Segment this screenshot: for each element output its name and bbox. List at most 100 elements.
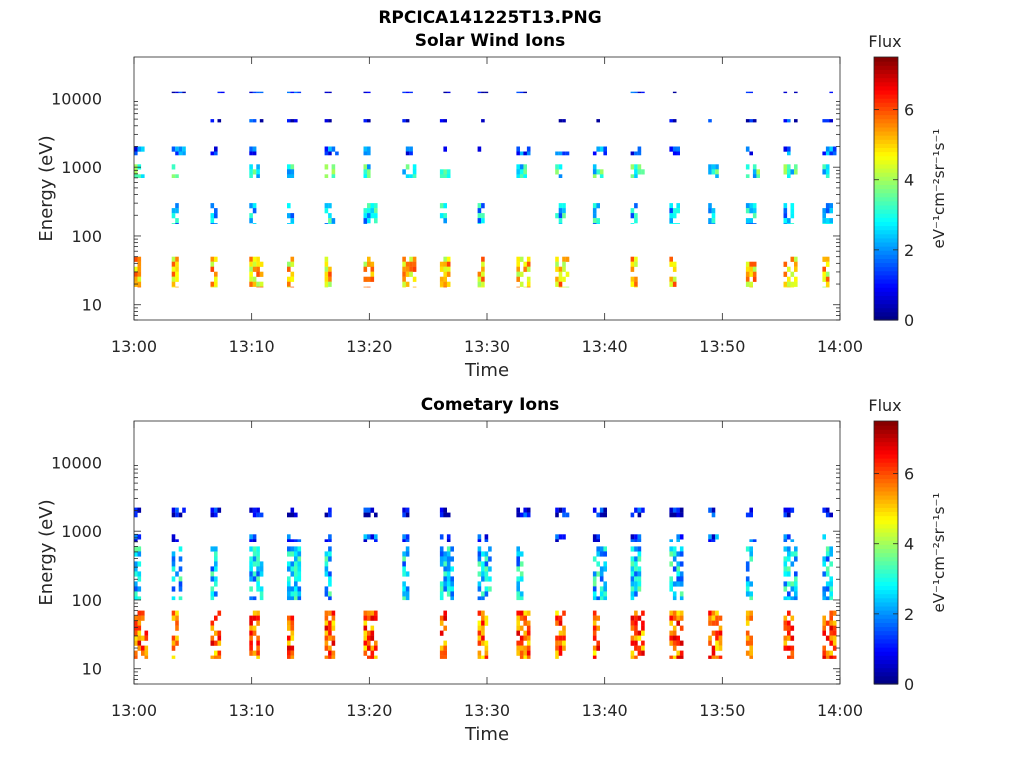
ci-flux-cell (519, 610, 524, 616)
ci-flux-cell (749, 556, 753, 562)
ci-flux-cell (592, 586, 597, 592)
ci-flux-cell (259, 561, 264, 567)
sw-flux-cell (787, 151, 791, 156)
sw-flux-cell (596, 119, 600, 123)
sw-colorbar-segment (874, 180, 898, 185)
sw-flux-cell (637, 91, 642, 94)
ci-flux-cell (446, 581, 451, 587)
ci-flux-cell (596, 539, 600, 542)
ci-flux-cell (526, 645, 531, 651)
ci-flux-cell (641, 650, 645, 656)
ci-flux-cell (637, 512, 642, 518)
sw-flux-cell (790, 223, 795, 224)
sw-flux-cell (477, 276, 482, 282)
ci-flux-cell (829, 596, 833, 601)
ci-flux-cell (749, 581, 753, 587)
sw-flux-cell (443, 91, 447, 94)
sw-flux-cell (711, 164, 716, 170)
ci-flux-cell (439, 586, 444, 592)
ci-flux-cell (477, 620, 482, 626)
ci-flux-cell (450, 586, 454, 592)
ci-flux-cell (178, 546, 183, 552)
ci-flux-cell (523, 620, 527, 626)
ci-colorbar-segment (874, 597, 898, 603)
ci-flux-cell (603, 586, 607, 592)
ci-flux-cell (477, 586, 482, 592)
ci-flux-cell (294, 551, 298, 557)
ci-flux-cell (324, 610, 329, 616)
ci-flux-cell (637, 635, 642, 641)
sw-flux-cell (175, 151, 179, 156)
ci-flux-cell (718, 645, 723, 651)
ci-flux-cell (443, 610, 447, 616)
ci-flux-cell (287, 591, 291, 597)
ci-colorbar-segment (874, 659, 898, 665)
sw-flux-cell (630, 213, 635, 219)
ci-flux-cell (252, 576, 257, 582)
sw-flux-cell (481, 256, 485, 262)
ci-flux-cell (134, 620, 138, 626)
ci-flux-cell (672, 581, 677, 587)
sw-flux-cell (669, 146, 673, 152)
ci-flux-cell (641, 620, 645, 626)
sw-flux-cell (790, 203, 795, 209)
sw-flux-cell (562, 213, 566, 219)
ci-flux-cell (443, 576, 447, 582)
sw-flux-cell (565, 151, 570, 156)
sw-flux-cell (630, 164, 635, 170)
sw-flux-cell (676, 146, 680, 152)
sw-flux-cell (756, 174, 760, 178)
ci-flux-cell (637, 507, 642, 513)
ci-flux-cell (137, 630, 142, 636)
ci-flux-cell (825, 566, 830, 572)
ci-flux-cell (526, 620, 531, 626)
ci-flux-cell (634, 630, 638, 636)
sw-flux-cell (783, 281, 788, 287)
ci-flux-cell (676, 551, 680, 557)
ci-flux-cell (676, 635, 680, 641)
sw-flux-cell (634, 256, 638, 262)
sw-flux-cell (596, 203, 600, 209)
ci-flux-cell (630, 655, 635, 659)
sw-flux-cell (402, 286, 406, 288)
ci-flux-cell (592, 650, 597, 656)
ci-flux-cell (175, 640, 179, 646)
sw-flux-cell (783, 286, 788, 288)
sw-flux-cell (287, 174, 291, 178)
ci-flux-cell (555, 650, 559, 656)
ci-flux-cell (450, 546, 454, 552)
ci-flux-cell (672, 566, 677, 572)
ci-flux-cell (825, 596, 830, 601)
ci-flux-cell (679, 591, 684, 597)
ci-flux-cell (484, 591, 489, 597)
sw-flux-cell (749, 261, 753, 267)
sw-flux-cell (331, 146, 336, 152)
ci-flux-cell (488, 586, 492, 592)
ci-flux-cell (558, 650, 563, 656)
sw-flux-cell (526, 276, 531, 282)
ci-flux-cell (402, 551, 406, 557)
ci-flux-cell (259, 566, 264, 572)
ci-flux-cell (178, 596, 183, 601)
sw-flux-cell (794, 164, 798, 170)
ci-flux-cell (669, 512, 673, 518)
ci-flux-cell (825, 620, 830, 626)
sw-flux-cell (367, 286, 371, 288)
ci-colorbar-title: Flux (868, 396, 901, 415)
sw-flux-cell (672, 146, 677, 152)
ci-flux-cell (249, 650, 253, 656)
ci-flux-cell (558, 534, 563, 540)
sw-flux-cell (409, 261, 413, 267)
sw-flux-cell (672, 261, 677, 267)
sw-flux-cell (752, 208, 757, 214)
ci-flux-cell (711, 655, 716, 659)
sw-flux-cell (672, 119, 677, 123)
sw-flux-cell (669, 261, 673, 267)
sw-flux-cell (287, 261, 291, 267)
ci-flux-cell (749, 591, 753, 597)
ci-flux-cell (526, 635, 531, 641)
ci-colorbar-segment (874, 655, 898, 660)
ci-colorbar-segment (874, 568, 898, 574)
sw-colorbar-segment (874, 192, 898, 198)
sw-flux-cell (443, 169, 447, 175)
